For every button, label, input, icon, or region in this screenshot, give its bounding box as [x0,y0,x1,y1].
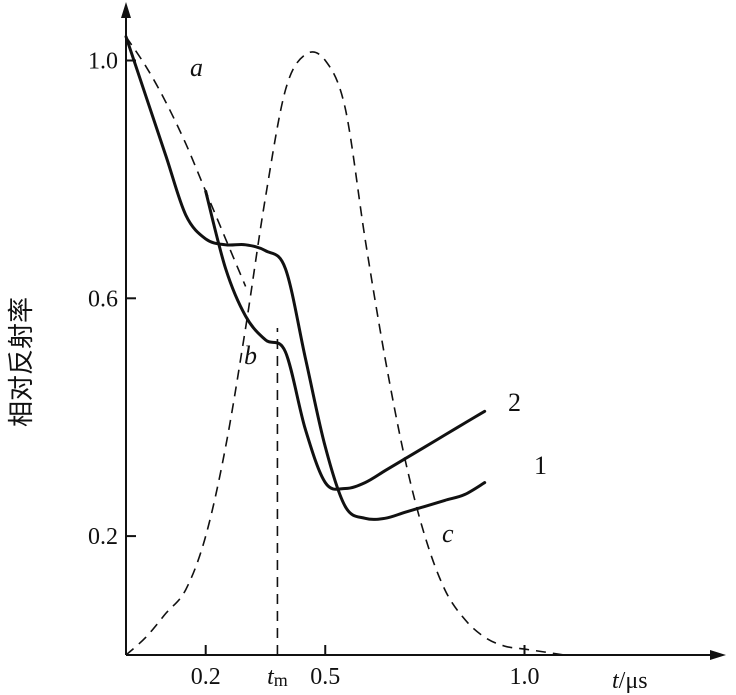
curve-label-1: 1 [534,451,547,480]
series-line-2 [204,189,487,491]
x-axis-label: t/μs [612,668,648,694]
x-ticks: 0.2 tm 0.5 1.0 [191,645,540,690]
x-axis-arrow [710,650,726,660]
curve-label-a: a [190,53,203,82]
y-ticks: 1.0 0.6 0.2 [88,49,136,550]
y-tick-label: 0.2 [88,524,118,550]
x-tick-label: tm [267,664,288,690]
x-tick-label-subscript: m [274,670,288,690]
x-axis-label-unit: /μs [619,668,648,694]
x-tick-label-variable: t [267,664,275,690]
x-axis-label-variable: t [612,668,620,694]
y-tick-label: 0.6 [88,286,118,312]
curve-label-b: b [244,341,257,370]
x-tick-label: 0.5 [310,664,340,690]
y-tick-label: 1.0 [88,49,118,75]
curve-label-c: c [442,519,454,548]
x-tick-label: 0.2 [191,664,221,690]
y-axis-label: 相对反射率 [7,297,37,427]
series-line-a [125,36,247,287]
y-axis-arrow [121,2,131,18]
x-tick-label: 1.0 [510,664,540,690]
series-line-c [125,51,565,656]
axes [121,2,726,660]
series-layer [124,35,565,656]
series-line-1 [124,35,487,521]
curve-label-2: 2 [508,388,521,417]
